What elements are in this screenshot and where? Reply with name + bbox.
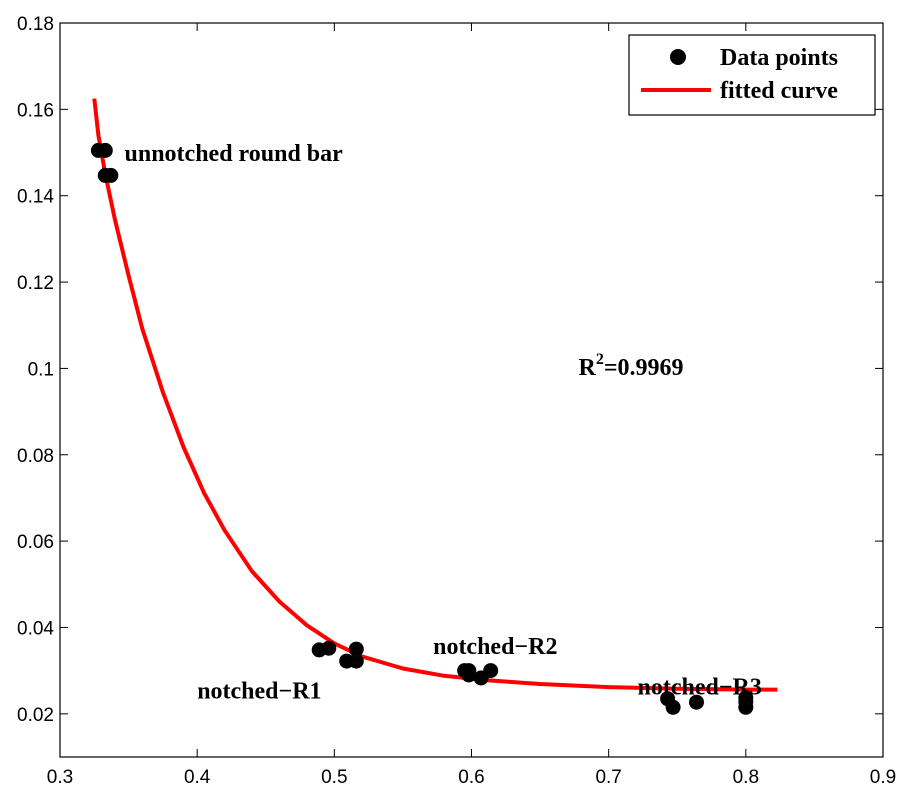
y-tick-label: 0.08 <box>17 446 54 467</box>
r-squared-label: R2=0.9969 <box>579 351 684 381</box>
annotation-label: notched−R3 <box>638 674 762 700</box>
x-tick-label: 0.5 <box>321 767 347 788</box>
data-point <box>689 694 704 710</box>
data-point <box>321 640 337 656</box>
data-point <box>103 167 119 183</box>
legend-box <box>628 34 876 116</box>
y-tick-label: 0.04 <box>17 618 54 639</box>
annotation-label: unnotched round bar <box>125 141 344 167</box>
r-squared-prefix: R <box>579 355 597 381</box>
y-tick-label: 0.06 <box>17 532 54 553</box>
data-point <box>665 699 681 715</box>
x-tick-label: 0.3 <box>47 767 73 788</box>
fitted-curve-line <box>92 98 778 692</box>
x-tick-label: 0.6 <box>458 767 484 788</box>
legend-label-data-points: Data points <box>720 45 838 71</box>
data-point <box>461 667 477 683</box>
data-point <box>348 641 364 657</box>
plot-area <box>59 22 884 758</box>
x-axis-labels: 0.3 0.4 0.5 0.6 0.7 0.8 0.9 <box>47 767 896 788</box>
r-squared-superscript: 2 <box>596 351 604 368</box>
y-tick-label: 0.14 <box>17 187 54 208</box>
y-tick-label: 0.02 <box>17 705 54 726</box>
y-tick-label: 0.18 <box>17 14 54 35</box>
fitted-curve-group <box>92 98 778 692</box>
legend: Data points fitted curve <box>628 34 876 116</box>
x-tick-label: 0.7 <box>595 767 621 788</box>
legend-label-fitted-curve: fitted curve <box>720 78 838 104</box>
y-axis-labels: 0.02 0.04 0.06 0.08 0.1 0.12 0.14 0.16 0.18 <box>17 14 54 726</box>
data-point <box>348 653 364 669</box>
y-tick-label: 0.1 <box>28 359 54 380</box>
r-squared-text: R2=0.9969 <box>579 351 684 381</box>
x-tick-label: 0.4 <box>184 767 211 788</box>
annotations: unnotched round bar notched−R1 notched−R2 n… <box>125 141 762 705</box>
x-tick-label: 0.8 <box>733 767 759 788</box>
annotation-label: notched−R2 <box>433 634 557 660</box>
data-point <box>738 690 754 706</box>
data-point <box>97 142 113 158</box>
y-tick-label: 0.12 <box>17 273 54 294</box>
y-tick-label: 0.16 <box>17 100 54 121</box>
r-squared-value: =0.9969 <box>604 355 684 381</box>
legend-marker-data-points <box>670 49 686 65</box>
tick-marks <box>59 22 884 757</box>
data-point <box>483 663 499 679</box>
x-tick-label: 0.9 <box>870 767 896 788</box>
data-points-group <box>90 142 754 715</box>
annotation-label: notched−R1 <box>197 679 321 705</box>
